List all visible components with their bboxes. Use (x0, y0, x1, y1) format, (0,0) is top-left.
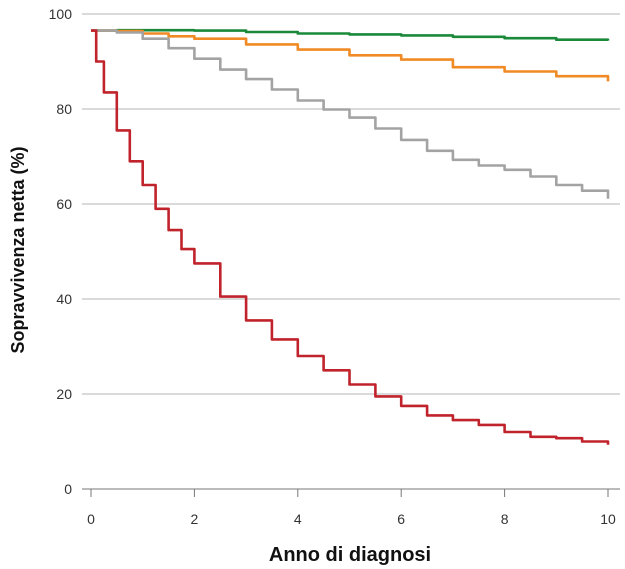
y-axis-title: Sopravvivenza netta (%) (8, 146, 28, 353)
y-tick-label: 40 (56, 291, 72, 307)
x-tick-label: 2 (191, 511, 199, 527)
x-tick-label: 0 (87, 511, 95, 527)
series-line-3 (91, 29, 610, 199)
series-line-1 (91, 28, 610, 41)
y-tick-label: 80 (56, 101, 72, 117)
x-axis: 0 2 4 6 8 10 (82, 488, 620, 527)
y-axis-ticks: 0 20 40 60 80 100 (49, 6, 73, 497)
x-tick-label: 10 (600, 511, 616, 527)
series-lines (91, 28, 610, 445)
y-tick-label: 20 (56, 386, 72, 402)
series-line-4 (91, 29, 610, 445)
y-tick-label: 0 (64, 481, 72, 497)
gridlines (82, 13, 620, 490)
x-axis-title: Anno di diagnosi (269, 544, 431, 566)
y-tick-label: 60 (56, 196, 72, 212)
x-tick-label: 6 (397, 511, 405, 527)
x-tick-label: 4 (294, 511, 302, 527)
y-tick-label: 100 (49, 6, 73, 22)
x-tick-label: 8 (501, 511, 509, 527)
